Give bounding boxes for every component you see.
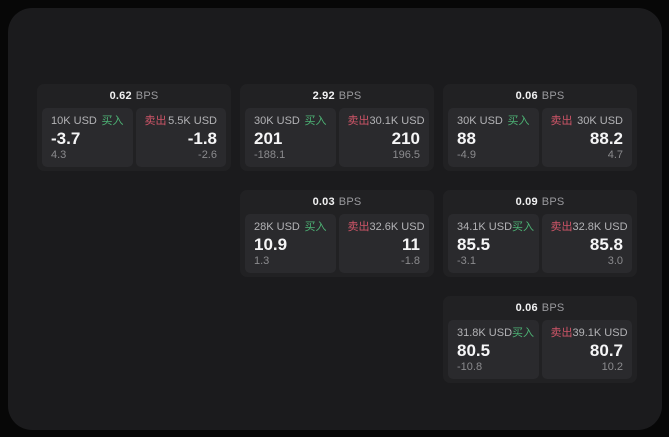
bps-unit: BPS: [541, 302, 565, 314]
sell-price: 80.7: [589, 341, 623, 360]
sell-delta: 10.2: [601, 361, 623, 373]
buy-tile[interactable]: 31.8K USD 买入 80.5 -10.8: [448, 320, 539, 379]
spread-card: 0.03 BPS 28K USD 买入 10.9 1.3 卖出 32.6K US…: [240, 190, 434, 277]
sell-tile[interactable]: 卖出 30K USD 88.2 4.7: [541, 108, 632, 167]
tiles-row: 30K USD 买入 88 -4.9 卖出 30K USD 88.2 4.7: [443, 108, 637, 172]
buy-delta: -10.8: [457, 361, 483, 373]
sell-amount: 30.1K USD: [369, 115, 425, 127]
sell-amount: 39.1K USD: [572, 327, 628, 339]
spread-card: 0.06 BPS 31.8K USD 买入 80.5 -10.8 卖出 39.1…: [443, 296, 637, 383]
spread-card: 0.62 BPS 10K USD 买入 -3.7 4.3 卖出 5.5K USD: [37, 84, 231, 171]
buy-delta: -4.9: [457, 149, 476, 161]
sell-amount: 5.5K USD: [168, 115, 217, 127]
buy-price: 10.9: [254, 235, 288, 254]
sell-price: 210: [391, 129, 420, 148]
buy-amount: 30K USD: [457, 115, 503, 127]
buy-delta: 4.3: [51, 149, 67, 161]
buy-price: 80.5: [457, 341, 491, 360]
buy-amount: 28K USD: [254, 221, 300, 233]
sell-label: 卖出: [347, 221, 370, 233]
spread-card: 0.09 BPS 34.1K USD 买入 85.5 -3.1 卖出 32.8K…: [443, 190, 637, 277]
sell-tile[interactable]: 卖出 39.1K USD 80.7 10.2: [541, 320, 632, 379]
sell-amount: 30K USD: [577, 115, 623, 127]
buy-delta: -3.1: [457, 255, 476, 267]
bps-value: 2.92: [312, 90, 335, 102]
spread-header: 2.92 BPS: [240, 84, 434, 108]
app-window: 0.62 BPS 10K USD 买入 -3.7 4.3 卖出 5.5K USD: [8, 8, 662, 430]
sell-tile[interactable]: 卖出 30.1K USD 210 196.5: [338, 108, 429, 167]
sell-delta: 4.7: [607, 149, 623, 161]
spread-header: 0.62 BPS: [37, 84, 231, 108]
spread-card: 2.92 BPS 30K USD 买入 201 -188.1 卖出 30.1K …: [240, 84, 434, 171]
sell-delta: 3.0: [607, 255, 623, 267]
buy-tile[interactable]: 30K USD 买入 201 -188.1: [245, 108, 336, 167]
sell-label: 卖出: [550, 221, 573, 233]
buy-price: 85.5: [457, 235, 491, 254]
bps-value: 0.06: [515, 90, 538, 102]
sell-label: 卖出: [550, 327, 573, 339]
sell-delta: -2.6: [198, 149, 217, 161]
spread-header: 0.06 BPS: [443, 84, 637, 108]
spread-header: 0.03 BPS: [240, 190, 434, 214]
sell-tile[interactable]: 卖出 32.8K USD 85.8 3.0: [541, 214, 632, 273]
buy-amount: 34.1K USD: [457, 221, 513, 233]
buy-label: 买入: [507, 115, 530, 127]
sell-label: 卖出: [347, 115, 370, 127]
bps-unit: BPS: [338, 90, 362, 102]
sell-tile[interactable]: 卖出 5.5K USD -1.8 -2.6: [135, 108, 226, 167]
sell-price: 11: [402, 235, 420, 254]
bps-unit: BPS: [338, 196, 362, 208]
sell-amount: 32.8K USD: [572, 221, 628, 233]
sell-delta: -1.8: [401, 255, 420, 267]
buy-label: 买入: [512, 327, 535, 339]
tiles-row: 30K USD 买入 201 -188.1 卖出 30.1K USD 210 1…: [240, 108, 434, 172]
sell-price: 85.8: [589, 235, 623, 254]
buy-amount: 30K USD: [254, 115, 300, 127]
sell-label: 卖出: [144, 115, 167, 127]
sell-label: 卖出: [550, 115, 573, 127]
buy-delta: 1.3: [254, 255, 270, 267]
tiles-row: 28K USD 买入 10.9 1.3 卖出 32.6K USD 11 -1.8: [240, 214, 434, 278]
buy-tile[interactable]: 10K USD 买入 -3.7 4.3: [42, 108, 133, 167]
spread-cards-grid: 0.62 BPS 10K USD 买入 -3.7 4.3 卖出 5.5K USD: [37, 84, 637, 383]
buy-label: 买入: [304, 115, 327, 127]
tiles-row: 31.8K USD 买入 80.5 -10.8 卖出 39.1K USD 80.…: [443, 320, 637, 384]
sell-amount: 32.6K USD: [369, 221, 425, 233]
tiles-row: 10K USD 买入 -3.7 4.3 卖出 5.5K USD -1.8 -2.…: [37, 108, 231, 172]
bps-unit: BPS: [541, 90, 565, 102]
sell-tile[interactable]: 卖出 32.6K USD 11 -1.8: [338, 214, 429, 273]
buy-price: 201: [254, 129, 283, 148]
buy-price: -3.7: [51, 129, 81, 148]
spread-header: 0.09 BPS: [443, 190, 637, 214]
spread-card: 0.06 BPS 30K USD 买入 88 -4.9 卖出 30K USD: [443, 84, 637, 171]
sell-price: -1.8: [187, 129, 217, 148]
buy-label: 买入: [512, 221, 535, 233]
buy-label: 买入: [101, 115, 124, 127]
sell-delta: 196.5: [392, 149, 420, 161]
buy-price: 88: [457, 129, 476, 148]
sell-price: 88.2: [589, 129, 623, 148]
buy-delta: -188.1: [254, 149, 286, 161]
bps-value: 0.09: [515, 196, 538, 208]
bps-value: 0.62: [109, 90, 132, 102]
buy-amount: 10K USD: [51, 115, 97, 127]
buy-amount: 31.8K USD: [457, 327, 513, 339]
tiles-row: 34.1K USD 买入 85.5 -3.1 卖出 32.8K USD 85.8…: [443, 214, 637, 278]
buy-tile[interactable]: 28K USD 买入 10.9 1.3: [245, 214, 336, 273]
buy-tile[interactable]: 34.1K USD 买入 85.5 -3.1: [448, 214, 539, 273]
bps-unit: BPS: [541, 196, 565, 208]
bps-value: 0.03: [312, 196, 335, 208]
buy-label: 买入: [304, 221, 327, 233]
bps-value: 0.06: [515, 302, 538, 314]
bps-unit: BPS: [135, 90, 159, 102]
spread-header: 0.06 BPS: [443, 296, 637, 320]
buy-tile[interactable]: 30K USD 买入 88 -4.9: [448, 108, 539, 167]
